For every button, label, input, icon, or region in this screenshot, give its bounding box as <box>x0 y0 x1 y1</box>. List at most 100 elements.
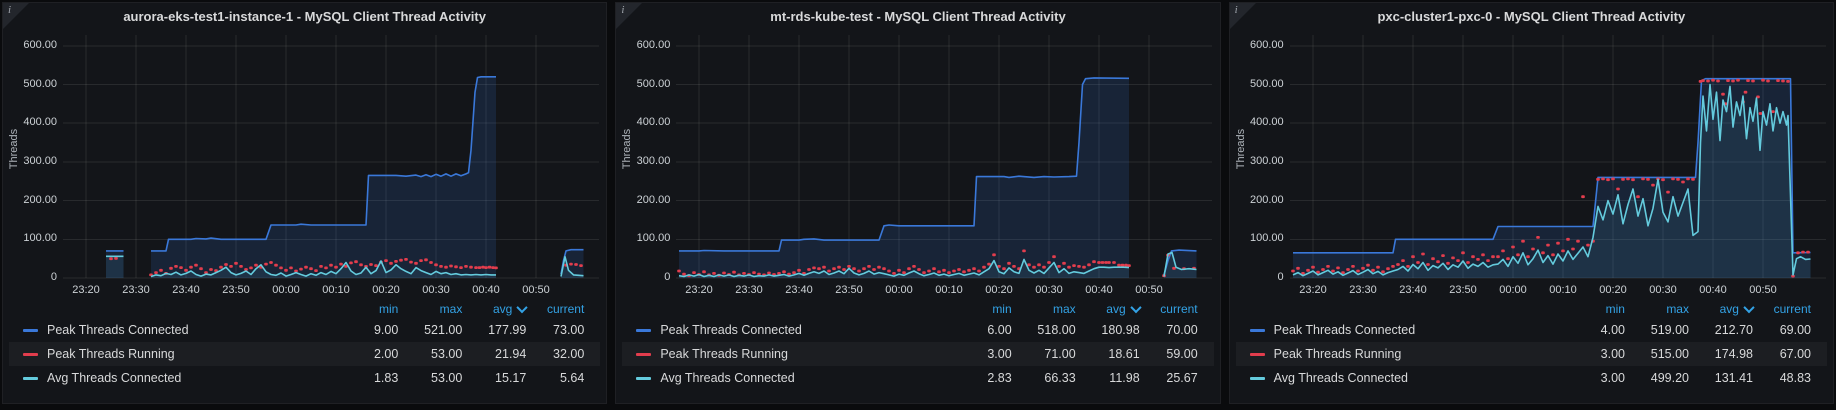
svg-text:00:40: 00:40 <box>1086 284 1114 296</box>
svg-text:23:20: 23:20 <box>1299 284 1327 296</box>
series-color-icon <box>1249 352 1265 356</box>
legend-current-value: 67.00 <box>1779 347 1811 361</box>
svg-text:23:30: 23:30 <box>1349 284 1377 296</box>
panel-mt-rds-kube-test: i mt-rds-kube-test - MySQL Client Thread… <box>615 2 1221 404</box>
legend-min-value: 1.83 <box>373 371 399 385</box>
y-tick-label: 500.00 <box>1250 77 1284 90</box>
y-tick-label: 0 <box>50 271 57 283</box>
y-tick-label: 300.00 <box>1250 154 1284 167</box>
legend-avg-value: 212.70 <box>1714 323 1753 337</box>
legend-current-value: 32.00 <box>553 347 585 361</box>
legend-max-value: 53.00 <box>431 371 463 385</box>
svg-text:23:40: 23:40 <box>786 284 814 296</box>
legend-avg-value: 174.98 <box>1714 347 1753 361</box>
legend-series-label[interactable]: Avg Threads Connected <box>23 371 334 385</box>
svg-text:00:20: 00:20 <box>986 284 1014 296</box>
legend-avg-value: 18.61 <box>1108 347 1140 361</box>
series-color-icon <box>23 328 38 332</box>
legend-series-label[interactable]: Avg Threads Connected <box>1249 371 1561 385</box>
y-tick-label: 200.00 <box>1250 193 1284 206</box>
legend-series-label[interactable]: Peak Threads Running <box>636 347 947 361</box>
legend-max-value: 499.20 <box>1650 371 1689 385</box>
legend-current-value: 5.64 <box>559 371 585 385</box>
legend-min-value: 3.00 <box>1600 347 1625 361</box>
chart-plot[interactable]: 23:20 23:30 23:40 23:50 00:00 00:10 00:20 00:30… <box>674 31 1220 299</box>
panel-title[interactable]: mt-rds-kube-test - MySQL Client Thread A… <box>770 9 1066 24</box>
svg-text:00:30: 00:30 <box>422 284 450 296</box>
y-tick-label: 600.00 <box>1250 38 1284 51</box>
legend-row: Peak Threads Connected 4.00 519.00 212.70 69… <box>1236 318 1827 342</box>
svg-text:23:50: 23:50 <box>1449 284 1477 296</box>
svg-text:00:10: 00:10 <box>1549 284 1577 296</box>
panel-info-corner[interactable]: i <box>616 3 643 29</box>
legend-series-label[interactable]: Peak Threads Connected <box>1249 323 1561 337</box>
svg-text:00:10: 00:10 <box>322 284 350 296</box>
panel-title[interactable]: aurora-eks-test1-instance-1 - MySQL Clie… <box>123 9 486 24</box>
panel-aurora-eks-test1: i aurora-eks-test1-instance-1 - MySQL Cl… <box>2 2 608 404</box>
legend-column-min[interactable]: min <box>378 301 399 316</box>
svg-text:00:00: 00:00 <box>886 284 914 296</box>
legend-column-current[interactable]: current <box>546 301 585 316</box>
svg-text:23:20: 23:20 <box>686 284 714 296</box>
panel-info-corner[interactable]: i <box>1229 3 1256 29</box>
y-tick-label: 600.00 <box>636 38 671 51</box>
y-tick-label: 200.00 <box>636 193 671 206</box>
legend-min-value: 4.00 <box>1600 323 1625 337</box>
info-icon: i <box>8 4 12 16</box>
legend-column-min[interactable]: min <box>992 301 1012 316</box>
svg-text:00:50: 00:50 <box>522 284 550 296</box>
chart-plot[interactable]: 23:20 23:30 23:40 23:50 00:00 00:10 00:20 00:30… <box>61 31 607 299</box>
y-tick-label: 400.00 <box>23 116 57 129</box>
chart-plot[interactable]: 23:20 23:30 23:40 23:50 00:00 00:10 00:20 00:30… <box>1288 31 1834 299</box>
series-color-icon <box>23 376 38 380</box>
legend-avg-value: 21.94 <box>495 347 527 361</box>
legend-max-value: 521.00 <box>424 323 463 337</box>
legend-row: Peak Threads Running 2.00 53.00 21.94 32.00 <box>9 342 601 366</box>
series-color-icon <box>636 352 652 356</box>
legend-min-value: 2.83 <box>987 371 1012 385</box>
legend-row: Peak Threads Connected 9.00 521.00 177.99 73… <box>9 318 600 342</box>
legend-max-value: 518.00 <box>1037 323 1076 337</box>
legend-column-avg[interactable]: avg <box>1689 301 1755 316</box>
legend-series-label[interactable]: Avg Threads Connected <box>636 371 947 385</box>
panel-pxc-cluster1-pxc-0: i pxc-cluster1-pxc-0 - MySQL Client Thre… <box>1228 2 1834 404</box>
panel-title[interactable]: pxc-cluster1-pxc-0 - MySQL Client Thread… <box>1377 9 1686 24</box>
series-color-icon <box>1249 376 1265 380</box>
svg-text:23:20: 23:20 <box>72 284 100 296</box>
legend-row: Avg Threads Connected 3.00 499.20 131.41 48.… <box>1236 366 1827 390</box>
legend-row: Avg Threads Connected 2.83 66.33 11.98 25.67 <box>622 366 1213 390</box>
panel-info-corner[interactable]: i <box>3 3 29 29</box>
legend-column-max[interactable]: max <box>439 301 463 316</box>
legend-series-label[interactable]: Peak Threads Connected <box>23 323 334 337</box>
legend-row: Avg Threads Connected 1.83 53.00 15.17 5.64 <box>9 366 600 390</box>
y-tick-label: 300.00 <box>23 154 57 167</box>
y-tick-label: 300.00 <box>636 154 671 167</box>
svg-text:00:00: 00:00 <box>1499 284 1527 296</box>
legend-column-min[interactable]: min <box>1605 301 1625 316</box>
legend-column-avg[interactable]: avg <box>1076 301 1142 316</box>
svg-text:23:30: 23:30 <box>736 284 764 296</box>
y-tick-label: 500.00 <box>23 77 57 90</box>
legend-column-current[interactable]: current <box>1160 301 1198 316</box>
info-icon: i <box>1234 4 1238 16</box>
legend-min-value: 9.00 <box>373 323 399 337</box>
y-tick-label: 0 <box>664 271 671 283</box>
legend-current-value: 59.00 <box>1166 347 1198 361</box>
legend-header: min max avg current <box>622 299 1213 318</box>
legend-min-value: 2.00 <box>373 347 399 361</box>
svg-text:00:50: 00:50 <box>1136 284 1164 296</box>
svg-text:23:50: 23:50 <box>836 284 864 296</box>
legend-row: Peak Threads Connected 6.00 518.00 180.98 70… <box>622 318 1213 342</box>
legend-series-label[interactable]: Peak Threads Connected <box>636 323 947 337</box>
legend-column-avg[interactable]: avg <box>462 301 528 316</box>
svg-text:00:50: 00:50 <box>1749 284 1777 296</box>
legend-series-label[interactable]: Peak Threads Running <box>23 347 334 361</box>
y-tick-label: 400.00 <box>1250 116 1284 129</box>
svg-text:23:30: 23:30 <box>122 284 150 296</box>
info-icon: i <box>621 4 625 16</box>
legend-series-label[interactable]: Peak Threads Running <box>1249 347 1561 361</box>
legend-max-value: 519.00 <box>1650 323 1689 337</box>
legend-column-current[interactable]: current <box>1773 301 1811 316</box>
legend-column-max[interactable]: max <box>1052 301 1076 316</box>
legend-column-max[interactable]: max <box>1666 301 1689 316</box>
